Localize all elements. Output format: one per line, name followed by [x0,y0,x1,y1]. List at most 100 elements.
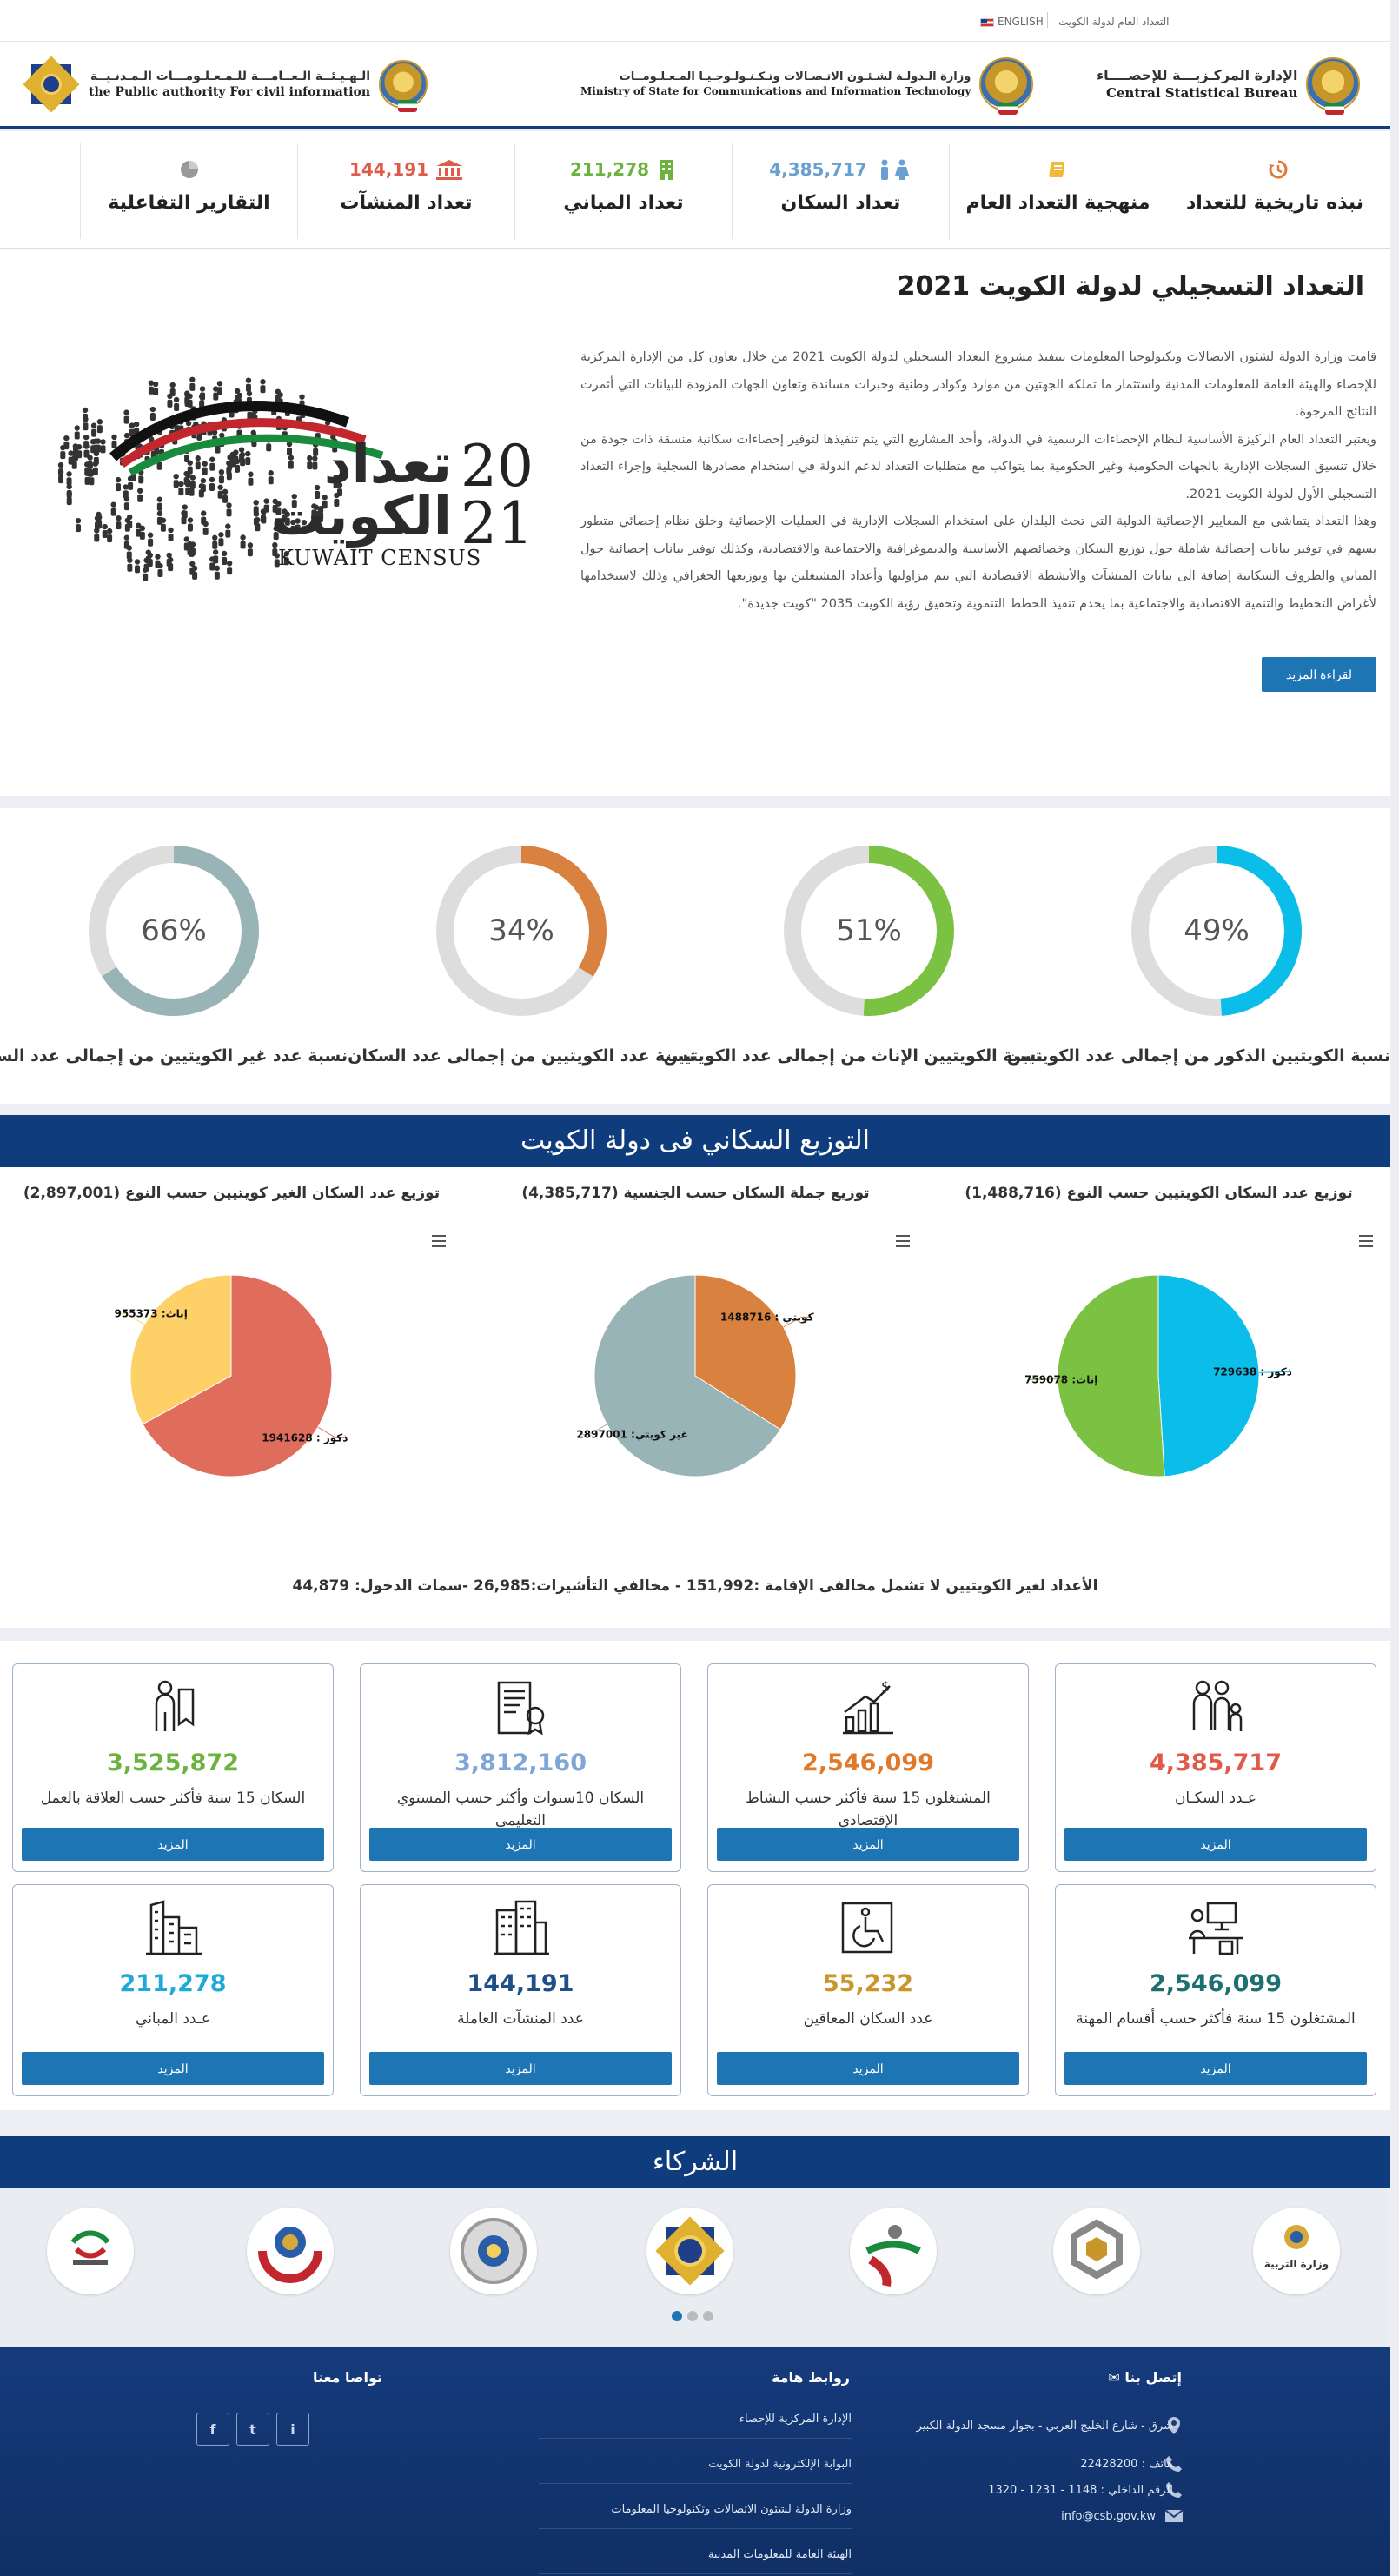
location-icon [1168,2417,1180,2434]
instagram-icon[interactable]: i [276,2413,309,2446]
worker-icon [155,1680,195,1731]
pie-label-connector [1258,1371,1289,1373]
nav-interactive-reports[interactable]: التقارير التفاعلية [80,143,297,239]
crowd-figure [282,508,288,515]
more-button[interactable]: المزيد [1064,2052,1367,2085]
chart-menu-icon[interactable] [896,1235,910,1247]
crowd-figure [102,523,108,530]
health-logo[interactable] [247,2208,334,2294]
crowd-figure-body [313,448,319,456]
crowd-figure [156,496,163,502]
mail-icon [1164,2509,1184,2522]
nav-methodology[interactable]: منهجية التعداد العام [949,143,1166,239]
footer-link[interactable]: البوابة الإلكترونية لدولة الكويت [539,2458,852,2484]
crowd-figure [253,511,260,517]
pie-slice[interactable] [593,1274,781,1477]
nav-population[interactable]: 4,385,717 تعداد السكان [732,143,949,239]
crowd-figure [123,432,130,439]
crowd-figure [72,443,79,449]
police-logo[interactable] [450,2208,537,2294]
partner-logo-3[interactable] [850,2208,937,2294]
crowd-figure [111,434,117,441]
more-button[interactable]: المزيد [22,1828,324,1861]
partner-logo-7[interactable] [47,2208,134,2294]
crowd-figure [312,455,318,461]
paci-logo[interactable]: الـهـيـئــة الـعــامـــة للـمـعـلـومـــا… [23,54,428,115]
crowd-figure [90,438,96,445]
pie-label-connector [317,1426,345,1438]
crowd-figure [66,471,72,477]
ministry-logo[interactable]: وزارة الـدولـة لشـئـون الاتـصـالات وتـكـ… [580,54,1034,115]
partner-logo-2[interactable] [1053,2208,1140,2294]
more-button[interactable]: المزيد [22,2052,324,2085]
crowd-figure [90,422,97,428]
indicator-value: 211,278 [119,1970,227,1997]
crowd-figure [83,416,89,422]
paci-logo[interactable] [646,2208,733,2294]
pie-slice[interactable] [1157,1274,1260,1477]
crowd-figure [82,407,89,414]
chart-menu-icon[interactable] [1359,1235,1373,1247]
more-button[interactable]: المزيد [369,2052,672,2085]
csb-logo[interactable]: الإدارة المركـزيـــة للإحصــــاء Central… [1097,54,1361,115]
carousel-dot[interactable] [703,2311,713,2321]
hexagon-logo-icon [1071,2219,1123,2280]
education-emblem-icon [1284,2225,1309,2249]
crowd-figure-body [333,481,339,489]
carousel-dot[interactable] [672,2311,682,2321]
nav-establishments-label: تعداد المنشآت [340,192,473,214]
institution-icon [436,160,463,180]
twitter-icon[interactable]: t [236,2413,269,2446]
read-more-button[interactable]: لقراءة المزيد [1262,657,1376,692]
pie-chart: ذكور : 1941628 إناث: 955373 [115,1274,348,1477]
nav-buildings[interactable]: 211,278 تعداد المباني [514,143,732,239]
contact-email[interactable]: info@csb.gov.kw [1061,2510,1156,2523]
crowd-figure-body [167,399,173,408]
ministry-name-en: Ministry of State for Communications and… [580,84,971,97]
pie-slice[interactable] [142,1274,333,1477]
crowd-figure-body [156,502,162,511]
english-language-link[interactable]: ENGLISH [980,16,1044,28]
crowd-figure [100,439,106,445]
crowd-figure [169,382,176,388]
ministry-of-education-logo[interactable]: وزارة التربية [1253,2208,1340,2294]
crowd-figure-body [272,548,278,557]
crowd-figure [218,468,225,475]
office-desk-icon [1189,1902,1243,1955]
more-button[interactable]: المزيد [369,1828,672,1861]
nav-establishments[interactable]: 144,191 تعداد المنشآت [297,143,514,239]
indicator-label: عدد المنشآت العاملة [457,2010,584,2028]
sport-logo-icon [865,2225,921,2287]
footer-link[interactable]: وزارة الدولة لشئون الاتصالات وتكنولوجيا … [539,2503,852,2529]
crowd-figure [314,484,321,491]
carousel-dot[interactable] [687,2311,698,2321]
crowd-figure [168,527,174,534]
crowd-figure-body [274,559,280,568]
more-button[interactable]: المزيد [717,1828,1019,1861]
crowd-figure [87,455,93,461]
census-home-link[interactable]: التعداد العام لدولة الكويت [1058,16,1170,28]
crowd-figure [209,556,215,562]
pie-slice[interactable] [129,1274,232,1425]
nav-history[interactable]: نبذه تاريخية للتعداد [1166,143,1383,239]
crowd-figure-body [138,475,144,484]
chart-menu-icon[interactable] [432,1235,446,1247]
crowd-figure [216,381,223,387]
crowd-figure-body [178,488,184,496]
crowd-figure [123,409,129,415]
more-button[interactable]: المزيد [717,2052,1019,2085]
about-title: التعداد التسجيلي لدولة الكويت 2021 [897,271,1364,302]
crowd-figure-body [212,541,218,549]
crowd-figure-body [268,476,274,485]
crowd-figure [226,502,232,508]
crowd-figure [189,376,196,383]
footer-link[interactable]: الهيئة العامة للمعلومات المدنية [539,2548,852,2574]
more-button[interactable]: المزيد [1064,1828,1367,1861]
crowd-figure [83,443,90,449]
crowd-figure [214,565,221,571]
crowd-figure-body [195,461,201,470]
footer-link[interactable]: الإدارة المركزية للإحصاء [539,2413,852,2439]
facebook-icon[interactable]: f [196,2413,229,2446]
crowd-figure-body [189,382,196,391]
crowd-figure [147,532,154,538]
